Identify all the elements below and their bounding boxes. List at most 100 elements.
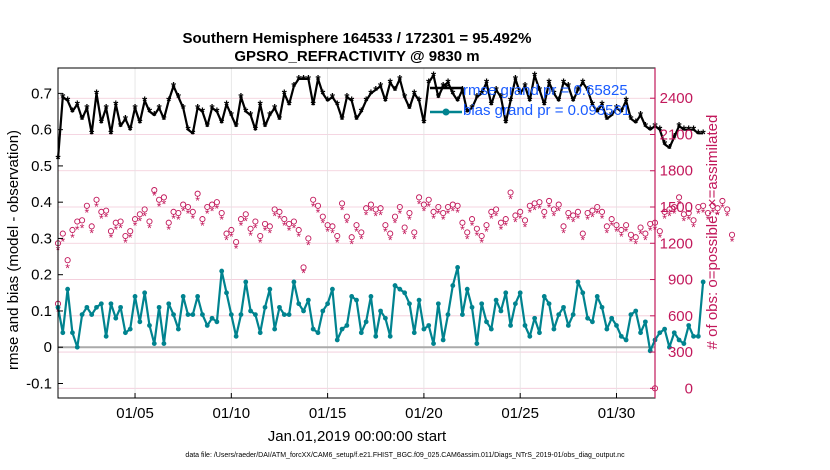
obs-assimilated-point: * xyxy=(397,207,402,221)
rmse-point: * xyxy=(542,97,548,112)
bias-point xyxy=(286,312,292,317)
bias-point xyxy=(695,333,701,339)
bias-point xyxy=(633,308,639,314)
obs-possible-point xyxy=(637,224,644,231)
obs-assimilated-point: * xyxy=(195,194,200,208)
obs-assimilated-point: * xyxy=(340,203,345,217)
obs-possible-point xyxy=(329,223,336,230)
obs-assimilated-point: * xyxy=(296,230,301,244)
bias-point xyxy=(667,344,672,350)
obs-possible-point xyxy=(603,223,610,230)
obs-assimilated-point: * xyxy=(638,228,643,242)
obs-assimilated-point: * xyxy=(128,231,133,245)
bias-series xyxy=(55,265,706,354)
rmse-point: * xyxy=(575,83,581,98)
obs-assimilated-point: * xyxy=(561,226,566,240)
obs-assimilated-point: * xyxy=(70,231,75,245)
bias-point xyxy=(498,308,504,314)
rmse-point: * xyxy=(672,130,678,145)
rmse-point: * xyxy=(508,94,514,109)
rmse-point: * xyxy=(436,90,442,105)
obs-possible-point xyxy=(64,257,71,264)
rmse-point: * xyxy=(412,86,418,101)
obs-possible-point xyxy=(584,210,591,217)
obs-assimilated-point: * xyxy=(450,205,455,219)
obs-assimilated-point: * xyxy=(287,224,292,238)
bias-point xyxy=(281,312,287,317)
obs-possible-point xyxy=(714,205,721,212)
y-tick-label: 0.3 xyxy=(31,230,52,247)
obs-assimilated-point: * xyxy=(566,213,571,227)
data-file-footnote: data file: /Users/raeder/DAI/ATM_forcXX/… xyxy=(185,452,625,459)
obs-assimilated-point: * xyxy=(373,209,378,223)
obs-possible-point xyxy=(632,234,639,241)
obs-possible-point xyxy=(454,202,461,209)
bias-point xyxy=(575,279,581,285)
bias-point xyxy=(190,312,196,317)
right-tick-label: 300 xyxy=(668,344,693,361)
obs-possible-point xyxy=(483,222,490,229)
bias-point xyxy=(257,330,263,336)
obs-possible-point xyxy=(676,194,683,201)
bias-point xyxy=(272,326,278,332)
obs-assimilated-point: * xyxy=(431,212,436,226)
obs-assimilated-point: * xyxy=(171,212,176,226)
bias-point xyxy=(113,315,119,321)
obs-possible-point xyxy=(642,230,649,237)
bias-point xyxy=(411,330,417,336)
obs-possible-point xyxy=(194,190,201,197)
rmse-point: * xyxy=(258,97,264,112)
bias-point xyxy=(527,333,533,339)
obs-possible-point xyxy=(175,210,182,217)
obs-assimilated-point: * xyxy=(123,236,128,250)
bias-point xyxy=(358,330,364,336)
obs-assimilated-point: * xyxy=(503,219,508,233)
bias-point xyxy=(156,304,162,310)
x-tick-label: 01/20 xyxy=(405,405,443,422)
rmse-point: * xyxy=(325,94,331,109)
rmse-point: * xyxy=(185,123,191,138)
x-tick-label: 01/05 xyxy=(116,405,154,422)
obs-possible-point xyxy=(363,205,370,212)
bias-point xyxy=(175,326,181,332)
obs-assimilated-point: * xyxy=(667,209,672,223)
bias-point xyxy=(103,333,109,339)
obs-possible-point xyxy=(719,197,726,205)
obs-possible-point xyxy=(521,217,529,224)
rmse-point: * xyxy=(513,72,519,87)
bias-point xyxy=(325,301,331,307)
rmse-point: * xyxy=(161,112,167,127)
rmse-point: * xyxy=(566,79,572,94)
bias-point xyxy=(618,333,624,339)
rmse-point: * xyxy=(537,83,543,98)
bias-point xyxy=(339,326,345,332)
rmse-point: * xyxy=(624,94,630,109)
obs-assimilated-point: * xyxy=(580,234,585,248)
rmse-point: * xyxy=(190,126,196,141)
rmse-point: * xyxy=(205,119,211,134)
obs-assimilated-point: * xyxy=(475,229,480,243)
obs-possible-point xyxy=(127,228,134,235)
right-axis-label: # of obs: o=possible; ×=assimilated xyxy=(704,115,721,350)
obs-possible-point xyxy=(671,203,678,211)
obs-possible-point xyxy=(459,219,466,226)
obs-assimilated-point: * xyxy=(200,219,205,233)
rmse-point: * xyxy=(301,72,307,87)
rmse-point: * xyxy=(691,123,697,138)
bias-point xyxy=(561,304,566,310)
rmse-point: * xyxy=(89,126,95,141)
bias-point xyxy=(277,304,282,310)
obs-assimilated-point: * xyxy=(605,226,610,240)
rmse-point: * xyxy=(291,79,297,94)
bias-point xyxy=(344,323,350,328)
right-tick-label: 2400 xyxy=(660,90,693,107)
rmse-point: * xyxy=(681,123,687,138)
bias-point xyxy=(166,301,172,307)
bias-point xyxy=(435,301,441,307)
x-tick-label: 01/25 xyxy=(501,405,539,422)
rmse-point: * xyxy=(272,101,278,116)
obs-assimilated-point: * xyxy=(142,209,147,223)
obs-possible-point xyxy=(295,226,302,234)
obs-possible-point xyxy=(416,194,423,201)
bias-point xyxy=(599,304,605,310)
